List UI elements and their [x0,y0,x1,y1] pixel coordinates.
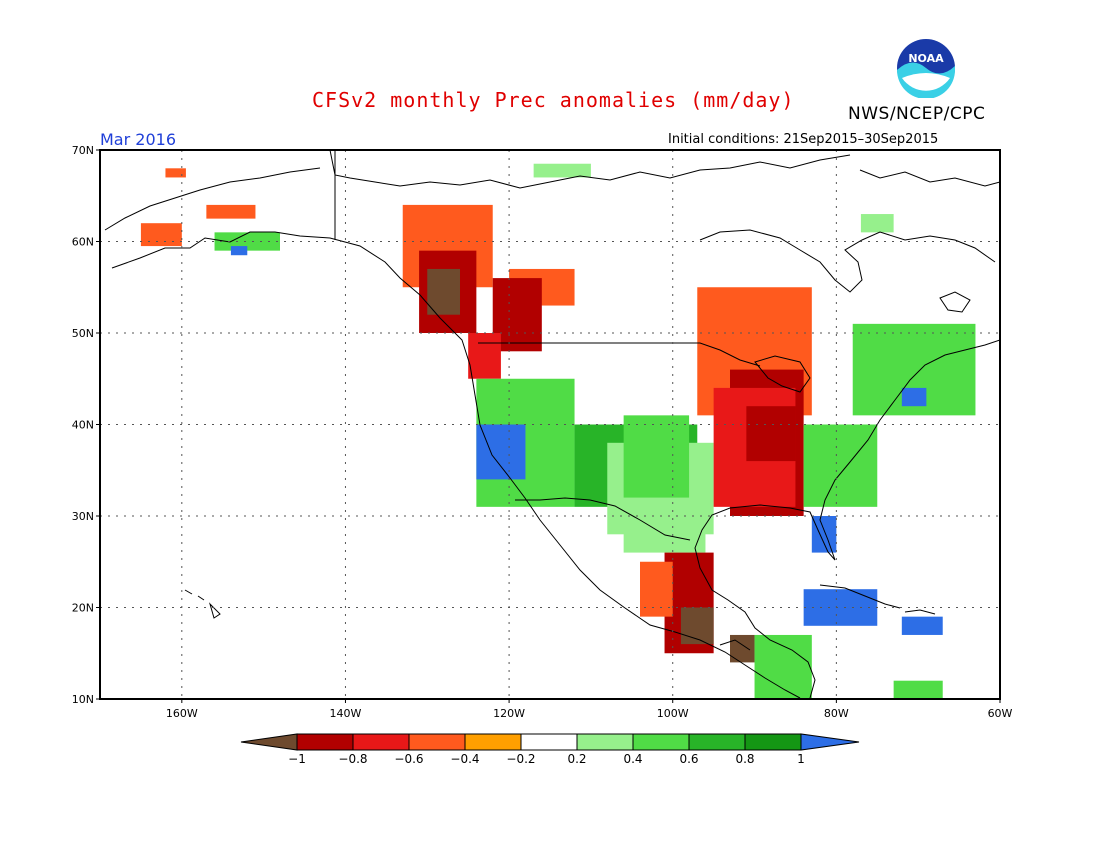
colorbar-level-label: 1 [797,752,805,766]
anomaly-region-alaska-blue [230,246,248,256]
colorbar-level-label: 0.4 [623,752,642,766]
lat-tick-label: 40N [72,419,94,432]
anomaly-region-mexico-brown [680,607,714,645]
us-mexico-border [515,497,691,541]
lat-tick-label: 70N [72,144,94,157]
coastline-north-america [111,231,801,699]
anomaly-region-central-america-brown [730,634,755,663]
cuba [819,584,901,609]
lon-tick-label: 140W [330,707,362,720]
anomaly-region-texas-light-green [623,497,706,553]
anomaly-region-alaska-nw-orange [165,168,186,178]
forecast-month: Mar 2016 [100,130,176,149]
colorbar-level-label: 0.2 [567,752,586,766]
anomaly-region-california-blue [476,424,526,480]
graticule [100,150,1000,699]
lat-tick-label: 50N [72,327,94,340]
anomaly-region-hispaniola-blue [901,616,943,635]
lon-tick-label: 80W [824,707,849,720]
lat-tick-label: 30N [72,510,94,523]
anomaly-region-alaska-southwest-orange [206,204,256,219]
colorbar-level-label: −0.2 [506,752,535,766]
noaa-logo-icon: NOAA [897,39,955,98]
great-lakes [754,355,811,393]
colorbar-level-label: −0.6 [394,752,423,766]
colorbar-swatch [744,733,802,751]
colorbar-level-label: −0.4 [450,752,479,766]
anomaly-region-nunavut-green [533,163,591,178]
anomaly-region-ohio-red [746,406,796,462]
colorbar-swatch [576,733,634,751]
coastline-alaska [104,167,321,231]
chart-title: CFSv2 monthly Prec anomalies (mm/day) [312,88,795,112]
colorbar-level-label: 0.8 [735,752,754,766]
agency-label: NWS/NCEP/CPC [848,104,986,124]
svg-text:NOAA: NOAA [908,52,944,65]
anomaly-region-florida-blue [811,516,837,553]
anomaly-region-caribbean-blue [803,589,878,626]
lon-tick-label: 160W [166,707,198,720]
hispaniola [904,609,936,615]
colorbar-swatch [296,733,354,751]
colorbar-swatch [688,733,746,751]
colorbar-swatch [352,733,410,751]
anomaly-region-plains-green [623,415,690,498]
lon-tick-label: 60W [988,707,1013,720]
colorbar-level-label: 0.6 [679,752,698,766]
colorbar-arrow-low [240,733,298,751]
us-canada-border [478,342,761,367]
latitude-labels: 70N 60N 50N 40N 30N 20N 10N [72,144,100,706]
colorbar-swatch [464,733,522,751]
anomaly-region-venezuela-green [893,680,943,699]
colorbar-swatch [632,733,690,751]
anomaly-region-nova-scotia-blue [901,387,927,407]
coastline-gulf [694,339,1000,699]
anomaly-region-hudson-green [860,214,894,233]
colorbar: −1 −0.8 −0.6 −0.4 −0.2 0.2 0.4 0.6 0.8 1 [240,733,860,766]
newfoundland [939,291,971,313]
hawaii [184,589,221,619]
anomaly-region-southeast-green [803,424,878,507]
lon-tick-label: 120W [493,707,525,720]
mexico-border-south [719,639,751,651]
lat-tick-label: 10N [72,693,94,706]
colorbar-swatch [520,733,578,751]
anomaly-region-nw-wa-red [468,333,501,379]
anomaly-region-bc-coast-brown [427,268,460,315]
lon-tick-label: 100W [657,707,689,720]
colorbar-level-label: −1 [288,752,306,766]
coastlines [104,150,1000,699]
coastline-hudson-bay [699,229,996,293]
coastline-arctic [329,150,851,189]
initial-conditions: Initial conditions: 21Sep2015–30Sep2015 [668,132,939,147]
anomaly-region-mexico-orange [640,561,673,617]
lat-tick-label: 60N [72,236,94,249]
colorbar-swatch [408,733,466,751]
colorbar-level-label: −0.8 [338,752,367,766]
longitude-labels: 160W 140W 120W 100W 80W 60W [166,699,1013,720]
anomaly-region-alaska-south-orange [140,223,182,247]
anomaly-field [140,163,976,699]
lat-tick-label: 20N [72,602,94,615]
colorbar-arrow-high [800,733,860,751]
greenland-coast [859,169,1000,187]
